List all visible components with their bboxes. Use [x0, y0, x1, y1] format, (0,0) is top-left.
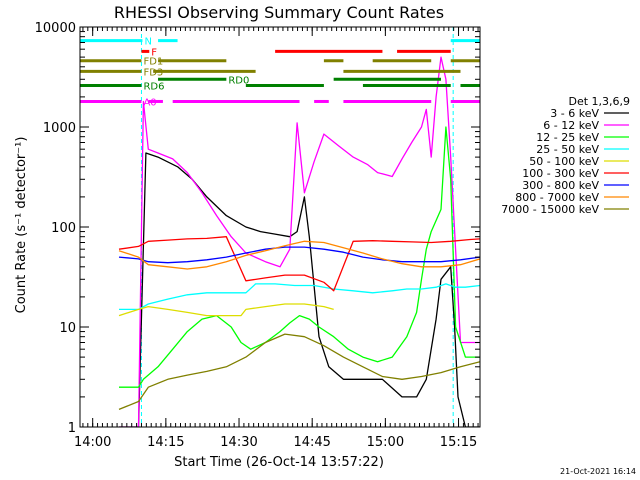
x-tick-label: 14:45: [293, 435, 330, 450]
legend-entry-label: 800 - 7000 keV: [515, 191, 599, 204]
axes: 1 10 100 1000 10000 14:00 14:15 14:30 14:45 15:00…: [35, 21, 481, 450]
chart-title: RHESSI Observing Summary Count Rates: [114, 3, 444, 22]
flag-label-n: N: [144, 37, 151, 48]
y-tick-label: 1: [68, 421, 76, 436]
series-line-1: [119, 152, 480, 427]
flag-label-a0: A0: [143, 97, 156, 108]
y-axis-label: Count Rate (s⁻¹ detector⁻¹): [14, 137, 29, 314]
x-tick-label: 15:15: [440, 435, 477, 450]
y-tick-label: 100: [51, 221, 76, 236]
series-line-2: [119, 56, 480, 427]
x-tick-label: 14:00: [74, 435, 111, 450]
legend-entry-label: 7000 - 15000 keV: [501, 203, 599, 216]
series-line-6: [118, 236, 480, 292]
legend-entry-label: 3 - 6 keV: [550, 107, 599, 120]
flag-label-f: F: [151, 47, 157, 58]
flag-label-rd0: RD0: [228, 75, 249, 86]
flag-label-rd6: RD6: [143, 82, 164, 93]
legend-entry-label: 50 - 100 keV: [529, 155, 599, 168]
series-line-4: [119, 283, 480, 311]
y-tick-label: 1000: [43, 121, 76, 136]
legend-title: Det 1,3,6,9: [568, 95, 630, 108]
legend-entry-label: 100 - 300 keV: [522, 167, 599, 180]
series-line-8: [118, 240, 480, 270]
y-tick-label: 10000: [35, 21, 76, 36]
flag-label-fd1: FD1: [143, 57, 163, 68]
x-tick-label: 14:30: [220, 435, 257, 450]
series-line-3: [119, 126, 480, 388]
flag-label-fd3: FD3: [143, 67, 163, 78]
x-axis-label: Start Time (26-Oct-14 13:57:22): [174, 455, 384, 470]
timestamp: 21-Oct-2021 16:14: [560, 467, 636, 476]
x-tick-label: 14:15: [147, 435, 184, 450]
x-tick-label: 15:00: [367, 435, 404, 450]
legend-entry-label: 6 - 12 keV: [543, 119, 599, 132]
series-line-9: [118, 333, 480, 411]
y-tick-label: 10: [59, 321, 76, 336]
series-line-5: [118, 303, 334, 317]
legend-entry-label: 25 - 50 keV: [536, 143, 599, 156]
legend-entry-label: 12 - 25 keV: [536, 131, 599, 144]
legend-entry-label: 300 - 800 keV: [522, 179, 599, 192]
series-line-7: [118, 246, 480, 264]
